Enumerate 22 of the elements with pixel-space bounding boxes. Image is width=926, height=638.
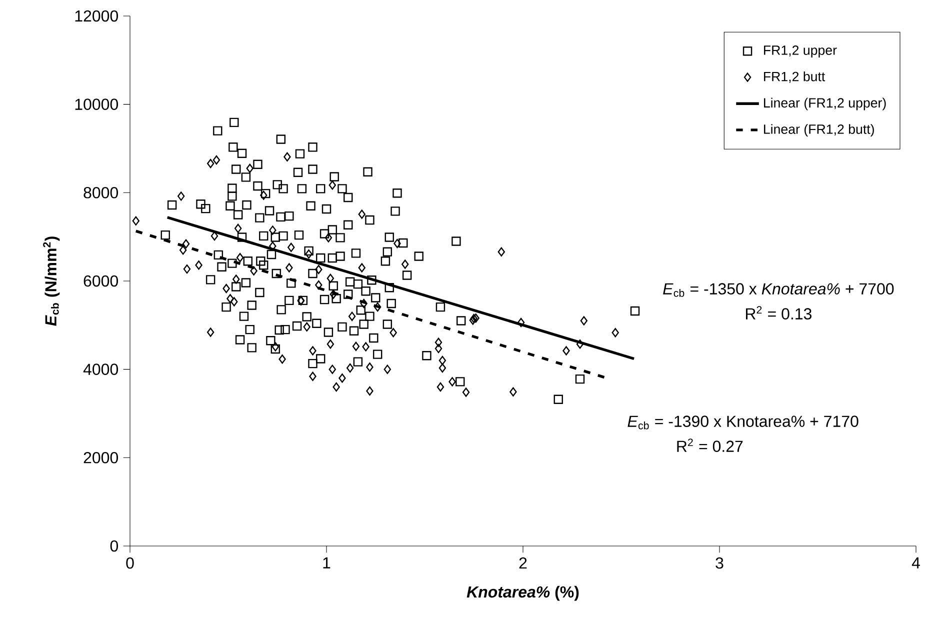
annotation: E$_{cb}$ = -1390 x Knotarea% + 7170 xyxy=(628,416,858,430)
annotation: E$_{cb}$ = -1350 x Knotarea% + 7700 xyxy=(663,283,894,297)
x-tick-label: 4 xyxy=(912,557,920,568)
x-axis-title: Knotarea% (%) xyxy=(466,586,579,601)
annotation: R$^{2}$ = 0.27 xyxy=(677,438,743,452)
y-tick-label: 6000 xyxy=(84,275,118,287)
legend-label: Linear (FR1,2 upper) xyxy=(764,98,886,110)
annotation: R$^{2}$ = 0.13 xyxy=(746,306,812,320)
x-tick-label: 0 xyxy=(126,557,134,569)
legend-label: Linear (FR1,2 butt) xyxy=(764,124,874,137)
x-tick-label: 1 xyxy=(323,557,330,568)
y-axis-title: E$_{cb}$ (N/mm$^{2}$) xyxy=(43,236,60,326)
y-tick-label: 8000 xyxy=(84,186,118,198)
y-tick-label: 0 xyxy=(110,540,118,552)
x-tick-label: 3 xyxy=(716,557,724,569)
x-tick-label: 2 xyxy=(519,557,527,569)
legend-label: FR1,2 upper xyxy=(764,45,837,58)
y-tick-label: 2000 xyxy=(84,452,118,464)
legend-label: FR1,2 butt xyxy=(764,71,826,83)
y-tick-label: 12000 xyxy=(75,10,118,22)
y-tick-label: 4000 xyxy=(83,364,118,375)
y-tick-label: 10000 xyxy=(75,98,118,110)
